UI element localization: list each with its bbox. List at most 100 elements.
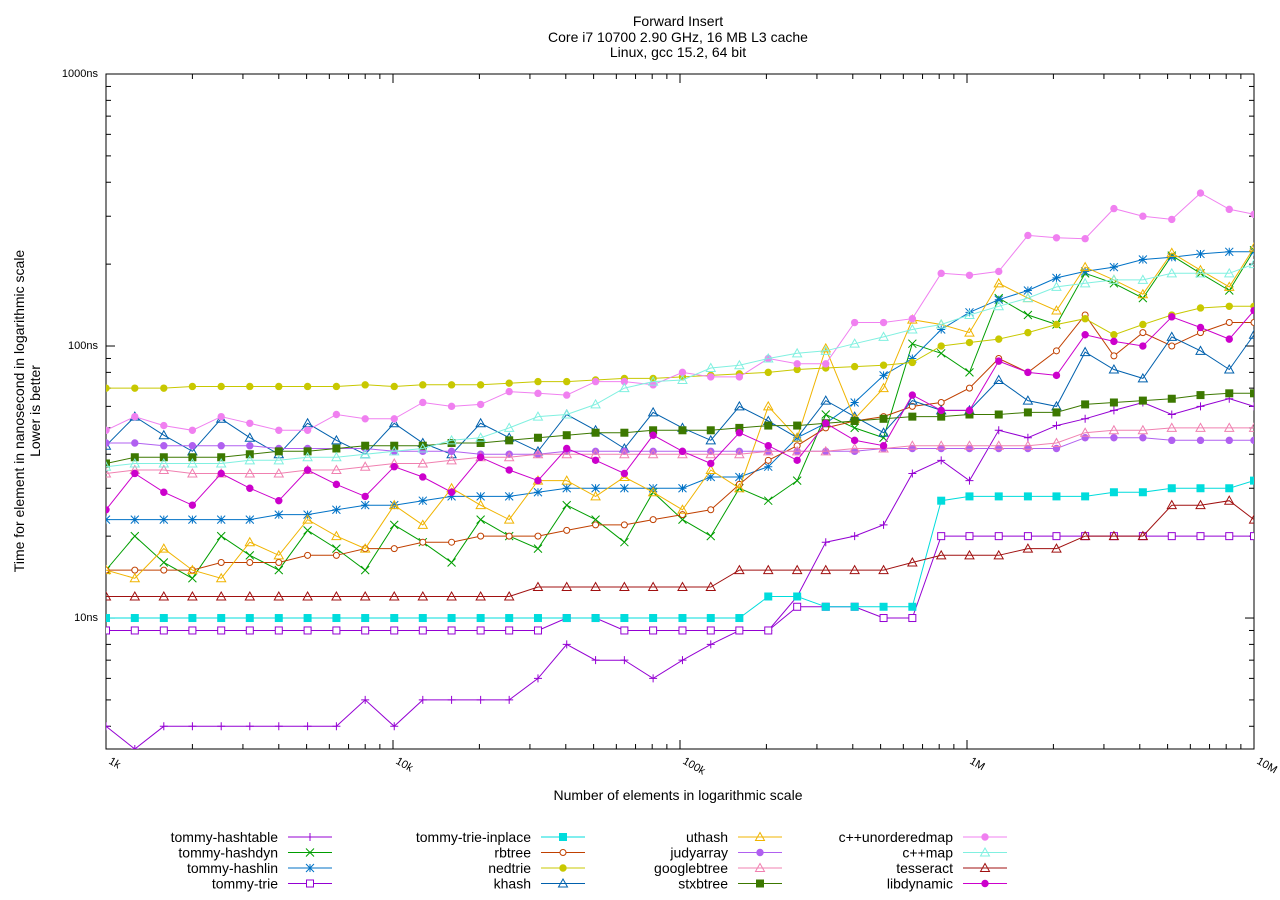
series-line-uthash (106, 247, 1254, 579)
data-point (965, 338, 974, 347)
data-point (1250, 402, 1254, 411)
data-point (475, 417, 486, 428)
data-point (273, 467, 285, 478)
legend-item: tommy-hashdyn (178, 845, 332, 861)
data-point (505, 466, 513, 474)
data-point (649, 674, 658, 683)
data-point (217, 722, 226, 731)
data-point (217, 453, 226, 462)
legend-label: rbtree (494, 845, 531, 861)
data-point (935, 318, 947, 329)
data-point (1052, 371, 1061, 380)
data-point (1079, 261, 1091, 272)
data-point (446, 590, 457, 601)
series-nedtrie (106, 302, 1254, 392)
data-point (590, 398, 601, 409)
data-point (620, 521, 628, 529)
data-point (447, 488, 456, 496)
data-point (1223, 267, 1235, 278)
data-point (130, 515, 140, 524)
data-point (1196, 532, 1205, 541)
data-point (418, 626, 427, 635)
plot-area-frame (105, 73, 1255, 750)
data-point (1166, 422, 1178, 432)
legend-item: uthash (686, 829, 782, 845)
data-point (188, 426, 197, 434)
legend-item: tesseract (896, 860, 1007, 876)
data-point (1250, 476, 1254, 485)
data-point (1196, 484, 1205, 493)
data-point (187, 590, 198, 601)
data-point (244, 454, 256, 465)
data-point (332, 410, 341, 419)
data-point (390, 382, 398, 391)
data-point (390, 415, 398, 423)
data-point (993, 300, 1005, 311)
data-point (475, 499, 486, 510)
data-point (274, 565, 284, 575)
data-point (1080, 267, 1090, 276)
data-point (879, 520, 888, 529)
data-point (1081, 492, 1090, 501)
data-point (879, 614, 888, 623)
data-point (735, 373, 744, 381)
data-point (159, 626, 168, 635)
data-point (106, 426, 110, 434)
data-point (476, 453, 485, 461)
data-point (1052, 273, 1061, 283)
data-point (388, 445, 400, 456)
data-point (447, 492, 456, 501)
data-point (187, 564, 198, 575)
legend-item: stxbtree (678, 876, 782, 892)
data-point (677, 374, 688, 384)
data-point (447, 402, 456, 411)
data-point (707, 373, 715, 381)
data-point (647, 581, 659, 592)
data-point (937, 532, 946, 541)
data-point (1023, 492, 1032, 501)
data-point (1052, 408, 1061, 417)
data-point (561, 475, 573, 485)
data-point (1110, 204, 1118, 213)
data-point (303, 447, 312, 456)
data-point (1023, 408, 1032, 417)
data-point (159, 515, 169, 524)
data-point (332, 614, 341, 623)
data-point (1195, 267, 1206, 278)
data-point (706, 626, 715, 635)
data-point (762, 400, 774, 411)
data-point (158, 590, 170, 601)
data-point (1168, 342, 1176, 350)
data-point (390, 722, 399, 731)
data-point (678, 426, 687, 435)
data-point (245, 722, 254, 731)
x-tick-label: 100k (681, 755, 708, 778)
data-point (188, 626, 197, 635)
data-point (447, 695, 456, 704)
data-point (678, 515, 687, 524)
data-point (332, 382, 341, 391)
data-point (562, 640, 571, 649)
data-point (1110, 352, 1118, 360)
x-tick-label: 10M (1255, 755, 1280, 776)
data-point (418, 496, 428, 506)
chart-subtitle-2: Linux, gcc 15.2, 64 bit (610, 44, 746, 60)
data-point (734, 482, 745, 493)
data-point (762, 564, 774, 575)
data-point (591, 428, 600, 437)
data-point (1139, 434, 1147, 442)
data-point (1051, 305, 1062, 315)
data-point (361, 614, 370, 623)
data-point (417, 457, 429, 468)
data-point (735, 429, 744, 437)
data-point (705, 362, 717, 373)
data-point (647, 448, 659, 459)
legend-swatch-marker (559, 833, 567, 841)
data-point (246, 442, 254, 450)
legend-item: judyarray (669, 845, 782, 861)
data-point (274, 510, 284, 519)
data-point (106, 590, 112, 601)
data-point (160, 384, 168, 392)
data-point (303, 526, 312, 535)
data-point (562, 431, 571, 440)
